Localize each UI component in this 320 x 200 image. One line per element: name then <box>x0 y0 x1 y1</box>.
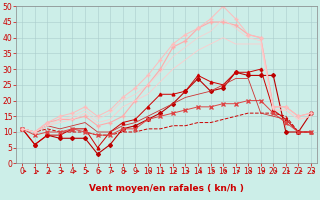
X-axis label: Vent moyen/en rafales ( kn/h ): Vent moyen/en rafales ( kn/h ) <box>89 184 244 193</box>
